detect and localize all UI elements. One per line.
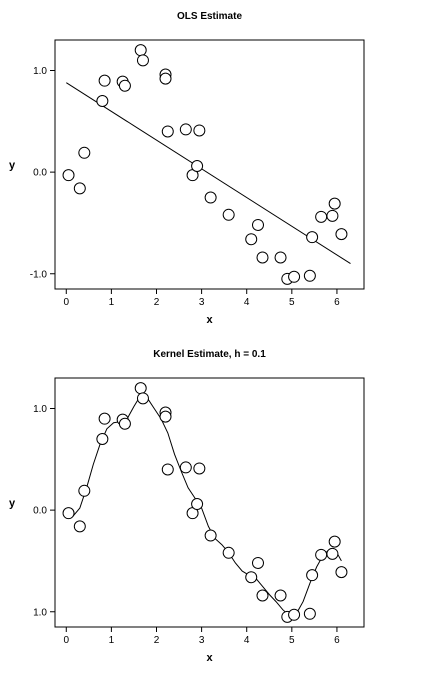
data-point	[73, 520, 86, 533]
data-point	[179, 123, 192, 136]
y-tick-label: 1.0	[33, 404, 47, 415]
x-tick-label: 1	[109, 297, 115, 308]
data-point	[118, 79, 131, 92]
x-tick-label: 6	[334, 635, 340, 646]
x-tick-label: 0	[63, 635, 69, 646]
data-point	[274, 589, 287, 602]
x-tick-label: 0	[63, 297, 69, 308]
x-tick-label: 5	[289, 635, 295, 646]
data-point	[306, 231, 319, 244]
x-tick-label: 4	[244, 297, 250, 308]
data-point	[98, 412, 111, 425]
data-point	[193, 462, 206, 475]
data-point	[315, 210, 328, 223]
y-tick-label: 1.0	[33, 66, 47, 77]
data-point	[179, 461, 192, 474]
data-point	[134, 44, 147, 57]
data-point	[303, 607, 316, 620]
data-point	[159, 410, 172, 423]
x-tick-label: 1	[109, 635, 115, 646]
data-point	[62, 169, 75, 182]
x-tick-label: 4	[244, 635, 250, 646]
data-point	[245, 571, 258, 584]
plot-frame	[54, 39, 365, 290]
data-point	[136, 392, 149, 405]
data-point	[326, 209, 339, 222]
data-point	[303, 269, 316, 282]
data-point	[288, 270, 301, 283]
chart-panel-1: OLS Estimate 0 1 2 3 4 5 6 1.0 0.0 -1.0 x y	[9, 11, 365, 326]
data-point	[96, 432, 109, 445]
data-point	[134, 382, 147, 395]
y-tick-label: 0.0	[33, 168, 47, 179]
x-tick-label: 6	[334, 297, 340, 308]
data-point	[251, 556, 264, 569]
data-point	[62, 507, 75, 520]
y-axis-label: y	[9, 498, 16, 510]
x-tick-label: 3	[199, 635, 205, 646]
chart-panel-2: Kernel Estimate, h = 0.1 0 1 2 3 4 5 6 1.0 0.0 1.0…	[9, 349, 365, 664]
data-point	[191, 498, 204, 511]
data-point	[328, 197, 341, 210]
data-point	[161, 463, 174, 476]
x-tick-label: 5	[289, 297, 295, 308]
data-point	[335, 228, 348, 241]
y-tick-label: 1.0	[33, 607, 47, 618]
data-point	[328, 535, 341, 548]
data-point	[78, 484, 91, 497]
data-point	[245, 233, 258, 246]
y-axis-label: y	[9, 160, 16, 172]
data-point	[159, 72, 172, 85]
data-point	[251, 218, 264, 231]
data-point	[256, 589, 269, 602]
ols-fit-line	[66, 82, 351, 265]
data-point	[193, 124, 206, 137]
y-tick-label: 0.0	[33, 506, 47, 517]
data-point	[204, 191, 217, 204]
x-tick-label: 3	[199, 297, 205, 308]
data-point	[96, 94, 109, 107]
data-point	[274, 251, 287, 264]
data-point	[118, 417, 131, 430]
data-point	[306, 569, 319, 582]
data-point	[191, 160, 204, 173]
data-point	[315, 548, 328, 561]
data-point	[256, 251, 269, 264]
x-axis-label: x	[206, 652, 213, 664]
data-point	[161, 125, 174, 138]
x-tick-label: 2	[154, 635, 160, 646]
chart-title: OLS Estimate	[177, 11, 242, 22]
data-point	[222, 546, 235, 559]
x-tick-label: 2	[154, 297, 160, 308]
chart-title: Kernel Estimate, h = 0.1	[153, 349, 266, 360]
data-point	[78, 146, 91, 159]
plot-frame	[54, 377, 365, 628]
data-point	[98, 74, 111, 87]
data-point	[73, 182, 86, 195]
data-point	[222, 208, 235, 221]
x-axis-label: x	[206, 314, 213, 326]
y-tick-label: -1.0	[30, 269, 48, 280]
data-point	[335, 566, 348, 579]
data-point	[136, 54, 149, 67]
data-point	[204, 529, 217, 542]
data-point	[288, 608, 301, 621]
data-point	[326, 547, 339, 560]
